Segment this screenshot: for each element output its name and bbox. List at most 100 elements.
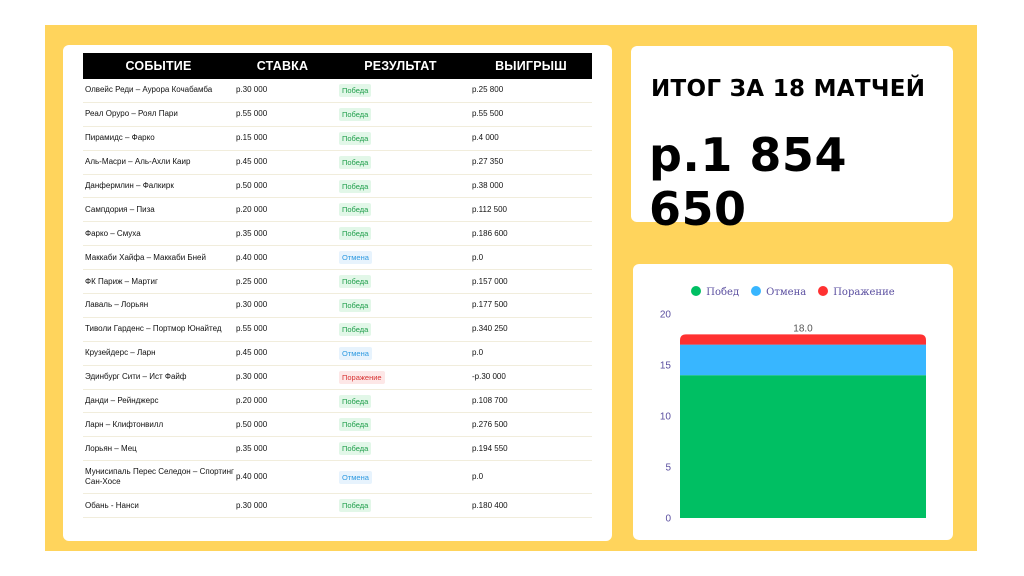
payout-cell: р.55 500 — [470, 102, 592, 127]
result-cell: Победа — [331, 150, 470, 175]
table-row[interactable]: Мунисипаль Перес Селедон – Спортинг Сан-… — [83, 460, 592, 495]
result-badge: Победа — [339, 442, 372, 456]
event-cell: Данди – Рейнджерс — [83, 389, 234, 414]
result-badge: Победа — [339, 203, 372, 217]
table-row[interactable]: Крузейдерс – Ларн р.45 000 Отмена р.0 — [83, 341, 592, 366]
payout-cell: р.194 550 — [470, 436, 592, 462]
stake-cell: р.50 000 — [234, 412, 331, 438]
stake-cell: р.50 000 — [234, 174, 331, 199]
y-tick-label: 0 — [665, 514, 671, 525]
stake-cell: р.30 000 — [234, 493, 331, 519]
event-cell: Ларн – Клифтонвилл — [83, 412, 234, 438]
result-cell: Победа — [331, 79, 470, 103]
legend-label: Поражение — [833, 287, 895, 298]
legend-swatch — [751, 286, 762, 296]
table-row[interactable]: Пирамидс – Фарко р.15 000 Победа р.4 000 — [83, 126, 592, 151]
event-cell: Мунисипаль Перес Селедон – Спортинг Сан-… — [83, 460, 234, 495]
payout-cell: р.112 500 — [470, 197, 592, 223]
bar-segment[interactable] — [680, 334, 926, 345]
bar-segment[interactable] — [680, 344, 926, 376]
result-badge: Победа — [339, 275, 372, 289]
result-badge: Победа — [339, 155, 372, 169]
table-row[interactable]: ФК Париж – Мартиг р.25 000 Победа р.157 000 — [83, 269, 592, 295]
event-cell: Эдинбург Сити – Ист Файф — [83, 365, 234, 390]
table-header-row: СОБЫТИЕ СТАВКА РЕЗУЛЬТАТ ВЫИГРЫШ — [83, 53, 592, 79]
header-result[interactable]: РЕЗУЛЬТАТ — [331, 53, 470, 79]
result-cell: Победа — [331, 174, 470, 199]
payout-cell: р.38 000 — [470, 174, 592, 199]
result-badge: Победа — [339, 83, 372, 97]
payout-cell: р.0 — [470, 341, 592, 366]
header-payout[interactable]: ВЫИГРЫШ — [470, 53, 592, 79]
event-cell: Данфермлин – Фалкирк — [83, 174, 234, 199]
table-row[interactable]: Обань - Нанси р.30 000 Победа р.180 400 — [83, 493, 592, 519]
table-row[interactable]: Ларн – Клифтонвилл р.50 000 Победа р.276 50… — [83, 412, 592, 438]
table-row[interactable]: Фарко – Смуха р.35 000 Победа р.186 600 — [83, 221, 592, 247]
result-cell: Отмена — [331, 460, 470, 495]
event-cell: Пирамидс – Фарко — [83, 126, 234, 151]
header-event[interactable]: СОБЫТИЕ — [83, 53, 234, 79]
stake-cell: р.35 000 — [234, 221, 331, 247]
legend-label: Отмена — [766, 287, 807, 298]
result-badge: Отмена — [339, 346, 372, 360]
event-cell: Фарко – Смуха — [83, 221, 234, 247]
payout-cell: р.0 — [470, 460, 592, 495]
chart-legend: Побед Отмена Поражение — [633, 286, 953, 298]
y-tick-label: 5 — [665, 463, 671, 474]
stake-cell: р.40 000 — [234, 245, 331, 271]
legend-item[interactable]: Отмена — [751, 286, 806, 298]
table-row[interactable]: Эдинбург Сити – Ист Файф р.30 000 Поражени… — [83, 365, 592, 390]
event-cell: Олвейс Реди – Аурора Кочабамба — [83, 79, 234, 103]
stake-cell: р.45 000 — [234, 341, 331, 366]
stake-cell: р.20 000 — [234, 197, 331, 223]
table-row[interactable]: Лорьян – Мец р.35 000 Победа р.194 550 — [83, 436, 592, 462]
table-row[interactable]: Олвейс Реди – Аурора Кочабамба р.30 000 По… — [83, 79, 592, 103]
event-cell: Маккаби Хайфа – Маккаби Бней — [83, 245, 234, 271]
result-badge: Победа — [339, 131, 372, 145]
event-cell: Обань - Нанси — [83, 493, 234, 519]
result-cell: Победа — [331, 389, 470, 414]
summary-total: р.1 854 650 — [649, 128, 847, 236]
payout-cell: р.177 500 — [470, 293, 592, 318]
payout-cell: р.276 500 — [470, 412, 592, 438]
payout-cell: р.186 600 — [470, 221, 592, 247]
payout-cell: р.340 250 — [470, 317, 592, 342]
legend-item[interactable]: Поражение — [818, 286, 895, 298]
result-cell: Отмена — [331, 245, 470, 271]
event-cell: Лорьян – Мец — [83, 436, 234, 462]
table-row[interactable]: Данди – Рейнджерс р.20 000 Победа р.108 700 — [83, 389, 592, 414]
payout-cell: р.180 400 — [470, 493, 592, 519]
summary-title: ИТОГ ЗА 18 МАТЧЕЙ — [651, 76, 926, 102]
bar-segment[interactable] — [680, 375, 926, 518]
event-cell: ФК Париж – Мартиг — [83, 269, 234, 295]
header-stake[interactable]: СТАВКА — [234, 53, 331, 79]
summary-card: ИТОГ ЗА 18 МАТЧЕЙ р.1 854 650 — [631, 46, 953, 236]
legend-swatch — [818, 286, 829, 296]
result-cell: Победа — [331, 412, 470, 438]
payout-cell: -р.30 000 — [470, 365, 592, 390]
table-row[interactable]: Реал Оруро – Роял Пари р.55 000 Победа р.55… — [83, 102, 592, 127]
table-row[interactable]: Данфермлин – Фалкирк р.50 000 Победа р.38 0… — [83, 174, 592, 199]
event-cell: Реал Оруро – Роял Пари — [83, 102, 234, 127]
legend-label: Побед — [706, 287, 740, 298]
stake-cell: р.40 000 — [234, 460, 331, 495]
result-badge: Победа — [339, 179, 372, 193]
result-cell: Победа — [331, 221, 470, 247]
result-cell: Победа — [331, 436, 470, 462]
stake-cell: р.30 000 — [234, 293, 331, 318]
table-row[interactable]: Сампдория – Пиза р.20 000 Победа р.112 500 — [83, 197, 592, 223]
bets-table-card: СОБЫТИЕ СТАВКА РЕЗУЛЬТАТ ВЫИГРЫШ Олвейс … — [63, 45, 612, 541]
bets-table: СОБЫТИЕ СТАВКА РЕЗУЛЬТАТ ВЫИГРЫШ Олвейс … — [83, 53, 592, 519]
result-badge: Победа — [339, 322, 372, 336]
payout-cell: р.157 000 — [470, 269, 592, 295]
table-row[interactable]: Маккаби Хайфа – Маккаби Бней р.40 000 Отме… — [83, 245, 592, 271]
legend-item[interactable]: Побед — [691, 286, 739, 298]
payout-cell: р.25 800 — [470, 79, 592, 103]
table-row[interactable]: Тиволи Гарденс – Портмор Юнайтед р.55 000… — [83, 317, 592, 342]
event-cell: Сампдория – Пиза — [83, 197, 234, 223]
payout-cell: р.0 — [470, 245, 592, 271]
results-chart: 0 5 10 15 20 18.0 — [660, 310, 926, 525]
table-row[interactable]: Лаваль – Лорьян р.30 000 Победа р.177 500 — [83, 293, 592, 318]
result-badge: Отмена — [339, 251, 372, 265]
table-row[interactable]: Аль-Масри – Аль-Ахли Каир р.45 000 Победа р… — [83, 150, 592, 175]
